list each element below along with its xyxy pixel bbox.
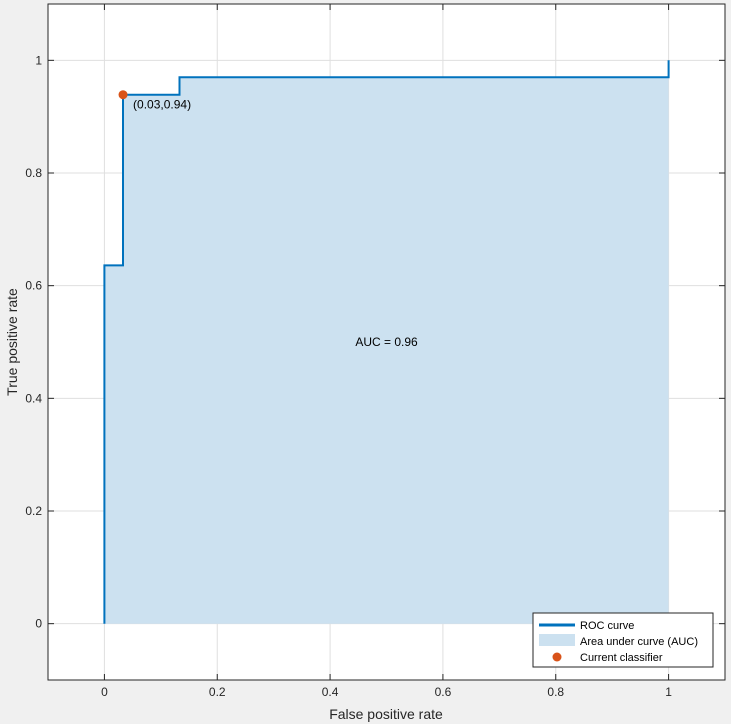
y-axis-ticks: 0 0.2 0.4 0.6 0.8 1 xyxy=(25,53,725,631)
legend[interactable]: ROC curve Area under curve (AUC) Current… xyxy=(532,612,714,668)
x-axis-ticks: 0 0.2 0.4 0.6 0.8 1 xyxy=(101,4,672,699)
auc-area xyxy=(104,60,669,624)
x-tick-label: 0.4 xyxy=(322,685,339,699)
y-tick-label: 0.8 xyxy=(25,166,42,180)
x-tick-label: 0.6 xyxy=(435,685,452,699)
y-tick-label: 1 xyxy=(35,53,42,67)
classifier-point-label: (0.03,0.94) xyxy=(133,98,191,112)
y-tick-label: 0 xyxy=(35,617,42,631)
y-tick-label: 0.4 xyxy=(25,391,42,405)
auc-value-label: AUC = 0.96 xyxy=(355,335,418,349)
legend-label-current-classifier: Current classifier xyxy=(580,652,663,664)
legend-label-auc-area: Area under curve (AUC) xyxy=(580,636,698,648)
axes-box xyxy=(47,3,726,681)
x-tick-label: 1 xyxy=(665,685,672,699)
x-tick-label: 0.8 xyxy=(547,685,564,699)
current-classifier-point xyxy=(118,90,128,100)
x-axis-label: False positive rate xyxy=(329,706,443,722)
legend-swatch-auc-area xyxy=(539,634,575,646)
roc-curve-line xyxy=(103,60,670,624)
x-tick-label: 0 xyxy=(101,685,108,699)
y-tick-label: 0.2 xyxy=(25,504,42,518)
y-tick-label: 0.6 xyxy=(25,279,42,293)
legend-label-roc-curve: ROC curve xyxy=(580,620,634,632)
x-tick-label: 0.2 xyxy=(209,685,226,699)
y-axis-label: True positive rate xyxy=(4,288,20,396)
legend-swatch-current-classifier xyxy=(552,652,562,662)
